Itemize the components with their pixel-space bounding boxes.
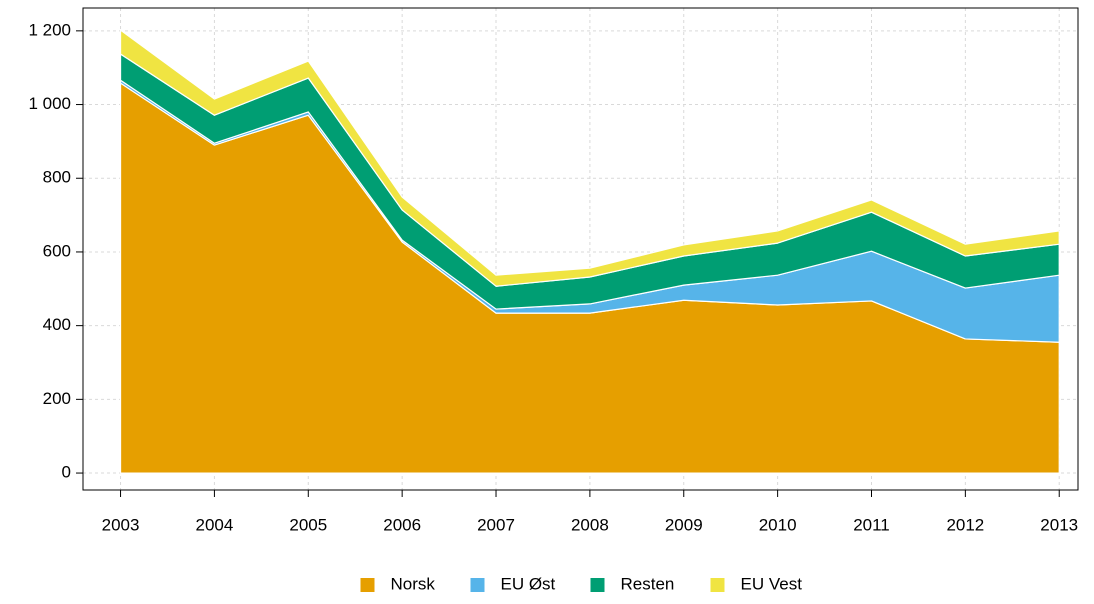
y-tick-label: 200	[43, 389, 71, 408]
x-tick-label: 2011	[853, 515, 890, 534]
x-tick-label: 2005	[289, 515, 327, 534]
legend-label: Resten	[621, 574, 675, 593]
y-tick-label: 600	[43, 241, 71, 260]
x-tick-label: 2013	[1040, 515, 1078, 534]
legend-swatch	[590, 578, 605, 592]
legend-swatch	[710, 578, 725, 592]
y-tick-label: 1 200	[28, 20, 71, 39]
x-tick-label: 2007	[477, 515, 515, 534]
x-tick-label: 2010	[759, 515, 797, 534]
area	[119, 29, 1060, 287]
x-tick-label: 2006	[383, 515, 421, 534]
x-tick-label: 2003	[102, 515, 140, 534]
y-tick-label: 800	[43, 168, 71, 187]
legend-swatch	[360, 578, 375, 592]
x-tick-label: 2012	[946, 515, 984, 534]
x-tick-label: 2009	[665, 515, 703, 534]
x-tick-label: 2004	[196, 515, 234, 534]
x-tick-label: 2008	[571, 515, 609, 534]
legend-label: EU Øst	[501, 574, 556, 593]
plot-frame	[82, 7, 1079, 491]
legend-label: Norsk	[391, 574, 436, 593]
legend-label: EU Vest	[741, 574, 803, 593]
y-tick-label: 0	[62, 463, 71, 482]
y-tick-label: 400	[43, 315, 71, 334]
y-tick-label: 1 000	[28, 94, 71, 113]
legend-swatch	[470, 578, 485, 592]
